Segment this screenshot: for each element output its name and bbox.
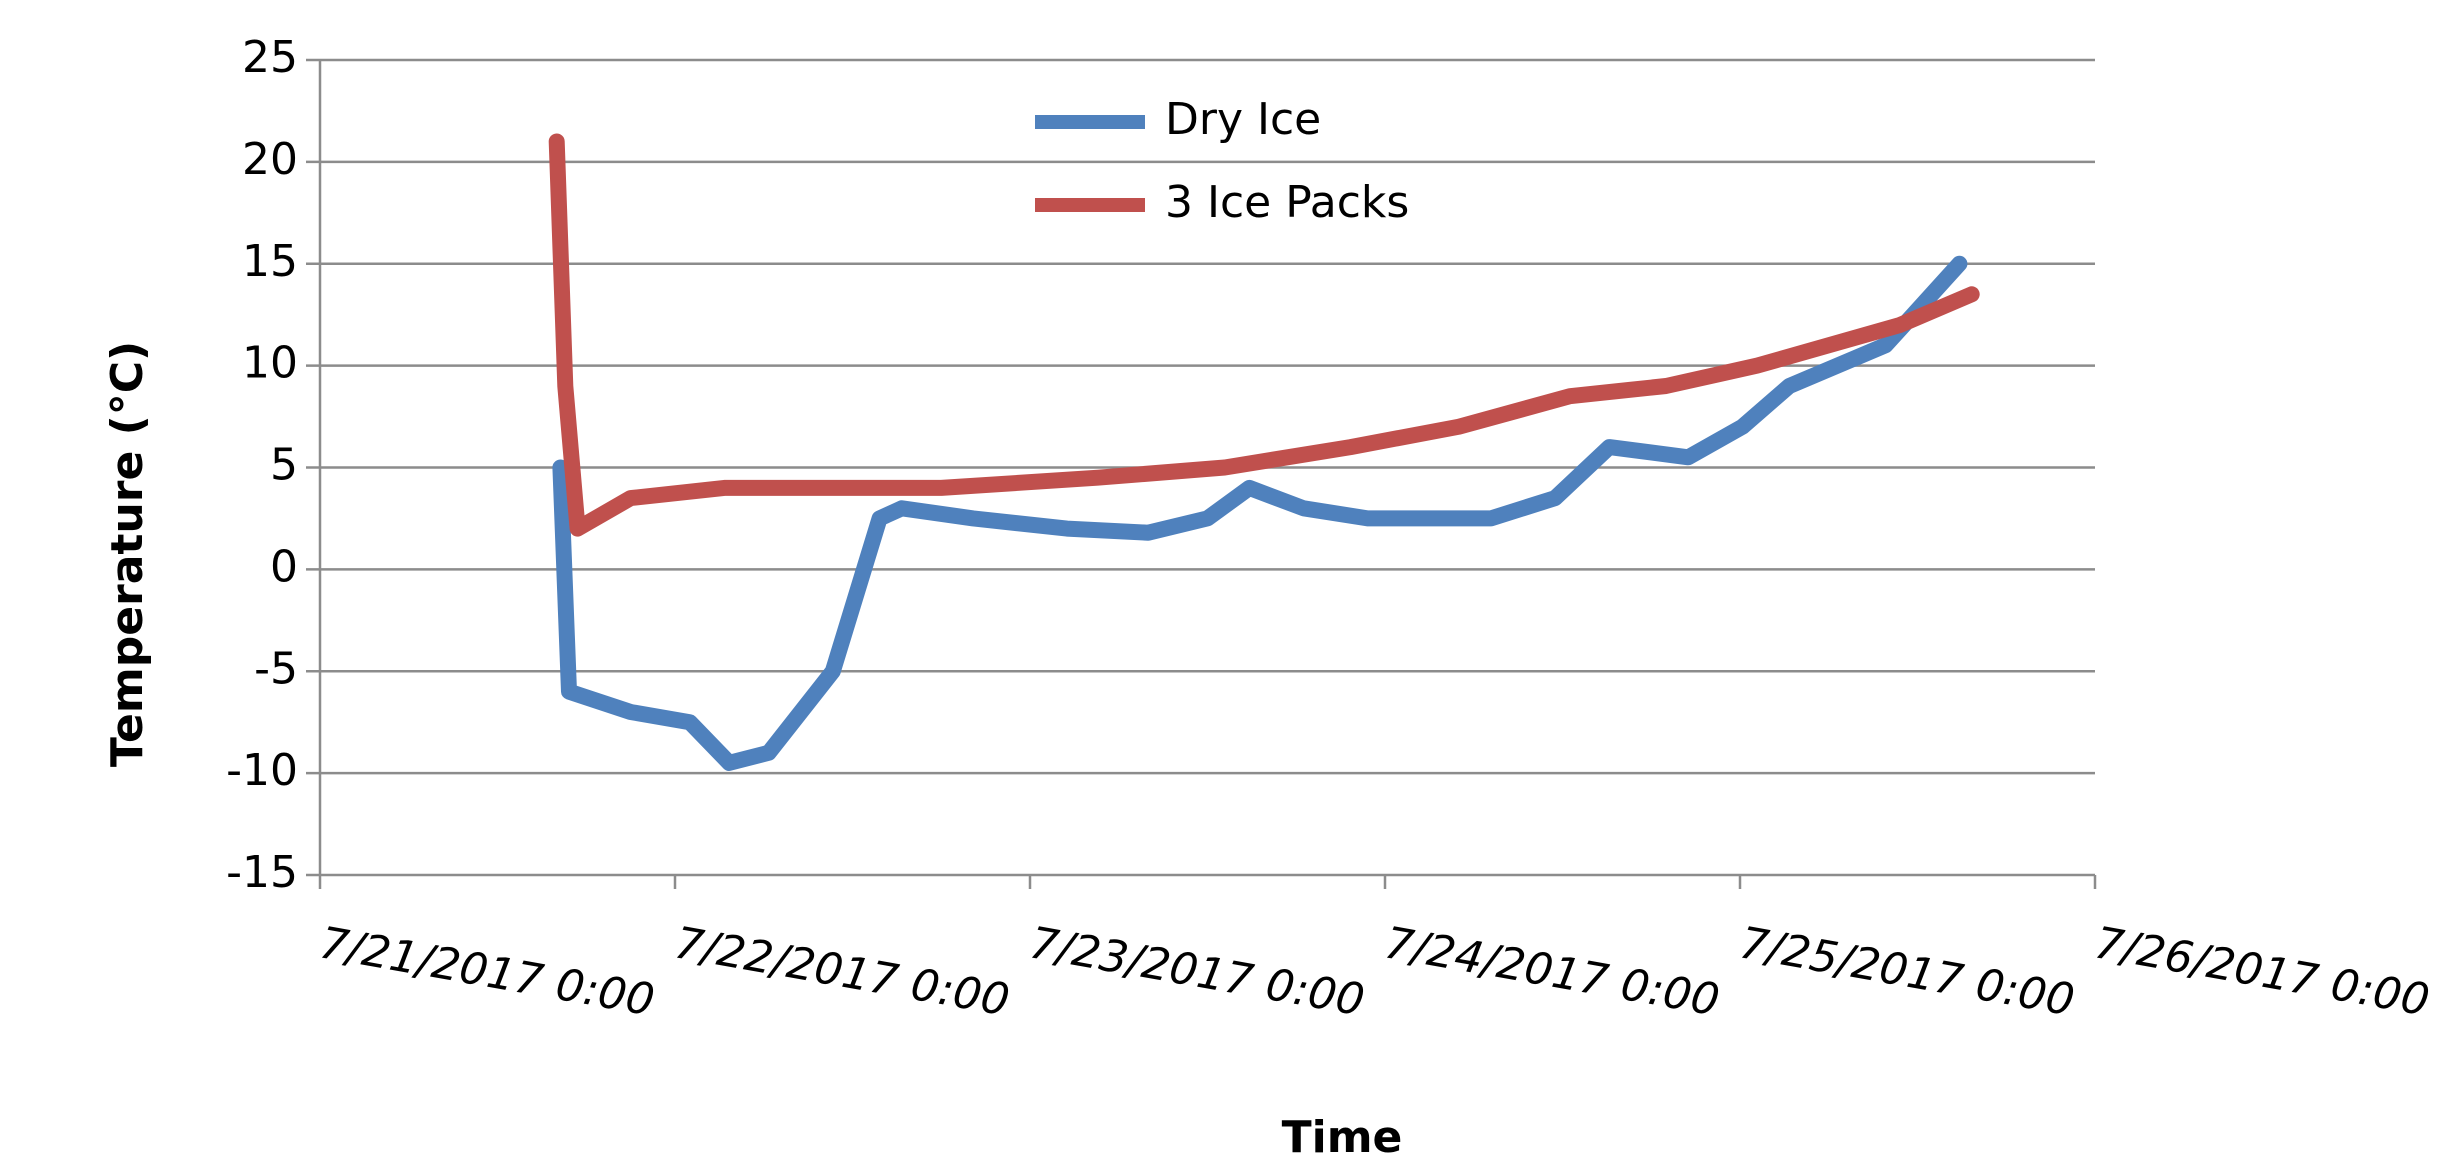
x-tick-label: 7/22/2017 0:00 xyxy=(671,917,1013,1026)
y-tick-label: 20 xyxy=(242,134,298,185)
legend-label: Dry Ice xyxy=(1165,94,1321,145)
x-tick-label: 7/24/2017 0:00 xyxy=(1381,917,1723,1026)
legend-label: 3 Ice Packs xyxy=(1165,177,1409,228)
series-line xyxy=(548,133,1980,537)
series-line xyxy=(552,255,1968,771)
y-axis-label: Temperature (°C) xyxy=(102,341,153,767)
y-tick-label: 10 xyxy=(242,338,298,389)
x-tick-label: 7/21/2017 0:00 xyxy=(316,917,658,1026)
x-tick-label: 7/25/2017 0:00 xyxy=(1736,917,2078,1026)
x-tick-label: 7/26/2017 0:00 xyxy=(2091,917,2433,1026)
y-tick-label: -5 xyxy=(254,643,298,694)
x-axis-label: Time xyxy=(1282,1112,1403,1163)
y-tick-label: -10 xyxy=(226,745,298,796)
y-tick-label: 0 xyxy=(270,541,298,592)
y-tick-label: 25 xyxy=(242,32,298,83)
y-tick-label: 15 xyxy=(242,236,298,287)
y-tick-label: -15 xyxy=(226,847,298,898)
y-tick-label: 5 xyxy=(270,440,298,491)
x-tick-label: 7/23/2017 0:00 xyxy=(1026,917,1368,1026)
